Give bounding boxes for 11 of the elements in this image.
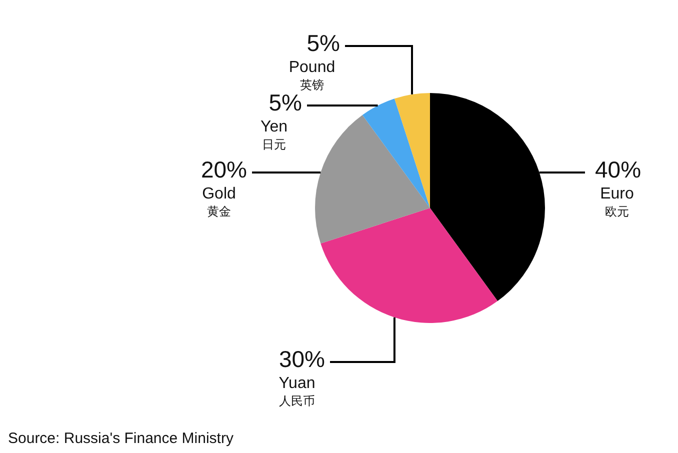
data-label: 5%: [306, 30, 340, 56]
slice-label: Pound 英镑: [288, 59, 336, 92]
data-label: 30%: [278, 346, 325, 372]
data-label: 20%: [200, 156, 247, 182]
data-label: 5%: [268, 90, 302, 116]
source-note: Source: Russia's Finance Ministry: [8, 430, 234, 447]
data-label: 40%: [595, 156, 642, 182]
slice-label: Gold 黄金: [202, 185, 236, 218]
slice-label: Yen 日元: [260, 118, 288, 152]
slice-label: Euro 欧元: [600, 185, 634, 218]
slice-label: Yuan 人民币: [278, 375, 316, 408]
